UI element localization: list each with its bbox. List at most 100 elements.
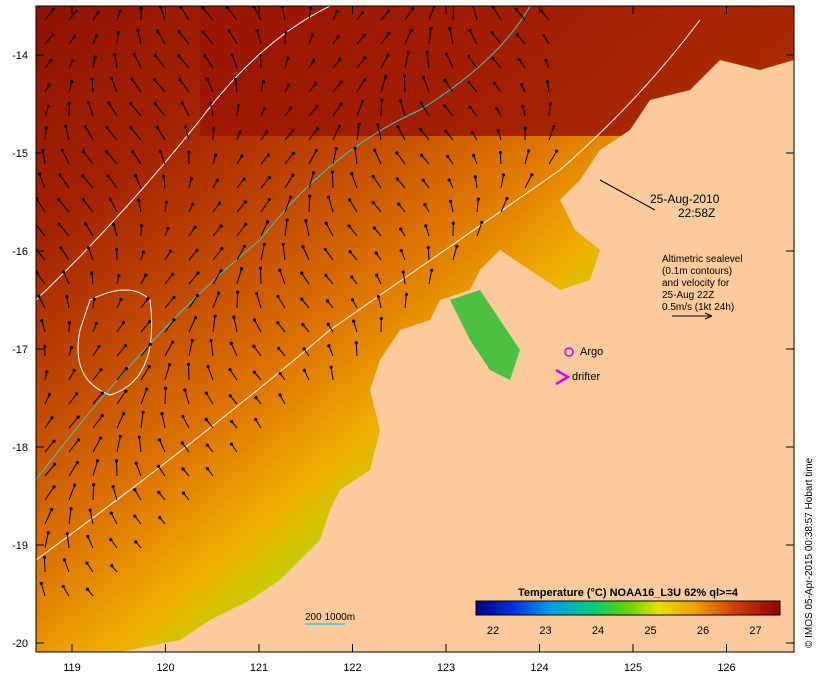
velocity-arrow-tip bbox=[338, 124, 341, 127]
velocity-arrow-tip bbox=[71, 59, 74, 62]
velocity-arrow-tip bbox=[58, 173, 61, 176]
velocity-arrow-tip bbox=[363, 78, 366, 81]
velocity-arrow-tip bbox=[137, 198, 140, 201]
velocity-arrow-tip bbox=[122, 321, 125, 324]
velocity-arrow-tip bbox=[237, 104, 240, 107]
velocity-arrow-tip bbox=[51, 33, 54, 36]
velocity-arrow-tip bbox=[172, 296, 175, 299]
velocity-arrow-tip bbox=[239, 130, 242, 133]
velocity-arrow-tip bbox=[47, 105, 50, 108]
velocity-arrow-tip bbox=[153, 78, 156, 81]
velocity-arrow-tip bbox=[472, 154, 475, 157]
latitude-tick-label: -15 bbox=[12, 148, 28, 160]
velocity-arrow-tip bbox=[230, 443, 233, 446]
velocity-arrow-tip bbox=[424, 224, 427, 227]
velocity-arrow-tip bbox=[156, 29, 159, 32]
velocity-arrow-tip bbox=[110, 564, 113, 567]
velocity-arrow-tip bbox=[407, 51, 410, 54]
velocity-arrow-tip bbox=[348, 198, 351, 201]
velocity-arrow-tip bbox=[244, 223, 247, 226]
velocity-arrow-tip bbox=[287, 83, 290, 86]
velocity-arrow bbox=[404, 76, 405, 92]
velocity-arrow-tip bbox=[387, 32, 390, 35]
velocity-arrow-tip bbox=[284, 30, 287, 33]
velocity-arrow-tip bbox=[61, 149, 64, 152]
velocity-arrow-tip bbox=[216, 179, 219, 182]
velocity-arrow-tip bbox=[277, 347, 280, 350]
velocity-arrow-tip bbox=[228, 29, 231, 32]
velocity-arrow-tip bbox=[285, 219, 288, 222]
velocity-arrow-tip bbox=[303, 369, 306, 372]
velocity-arrow-tip bbox=[201, 30, 204, 33]
velocity-arrow-tip bbox=[101, 391, 104, 394]
velocity-arrow-tip bbox=[119, 435, 122, 438]
velocity-arrow-tip bbox=[387, 10, 390, 13]
velocity-arrow-tip bbox=[90, 272, 93, 275]
credit-text: © IMOS 05-Apr-2015 00:38:57 Hobart time bbox=[804, 457, 815, 648]
velocity-arrow-tip bbox=[242, 177, 245, 180]
colorbar-tick-label: 26 bbox=[697, 625, 709, 637]
velocity-arrow-tip bbox=[230, 420, 233, 423]
velocity-arrow-tip bbox=[363, 34, 366, 37]
velocity-arrow-tip bbox=[70, 346, 73, 349]
velocity-arrow-tip bbox=[64, 125, 67, 128]
velocity-arrow-tip bbox=[373, 149, 376, 152]
velocity-arrow-tip bbox=[40, 319, 43, 322]
velocity-arrow-tip bbox=[209, 102, 212, 105]
longitude-tick-label: 124 bbox=[530, 662, 548, 674]
velocity-arrow-tip bbox=[168, 363, 171, 366]
velocity-arrow-tip bbox=[373, 226, 376, 229]
velocity-arrow-tip bbox=[148, 365, 151, 368]
velocity-arrow-tip bbox=[178, 78, 181, 81]
velocity-arrow-tip bbox=[85, 561, 88, 564]
velocity-arrow-tip bbox=[131, 150, 134, 153]
velocity-arrow-tip bbox=[530, 173, 533, 176]
velocity-arrow-tip bbox=[312, 171, 315, 174]
velocity-arrow-tip bbox=[361, 100, 364, 103]
velocity-arrow-tip bbox=[189, 177, 192, 180]
velocity-arrow-tip bbox=[309, 7, 312, 10]
velocity-arrow-tip bbox=[384, 75, 387, 78]
velocity-arrow-tip bbox=[117, 274, 120, 277]
velocity-arrow-tip bbox=[181, 441, 184, 444]
velocity-arrow-tip bbox=[395, 151, 398, 154]
velocity-arrow-tip bbox=[423, 203, 426, 206]
velocity-arrow-tip bbox=[99, 436, 102, 439]
velocity-arrow-tip bbox=[372, 201, 375, 204]
velocity-arrow bbox=[213, 129, 214, 140]
velocity-arrow-tip bbox=[134, 540, 137, 543]
velocity-arrow-tip bbox=[549, 102, 552, 105]
velocity-arrow-tip bbox=[228, 368, 231, 371]
velocity-arrow-tip bbox=[452, 222, 455, 225]
velocity-arrow-tip bbox=[292, 152, 295, 155]
velocity-arrow-tip bbox=[178, 30, 181, 33]
velocity-arrow-tip bbox=[122, 412, 125, 415]
velocity-arrow-tip bbox=[477, 197, 480, 200]
time-label: 22:58Z bbox=[678, 206, 715, 220]
velocity-arrow-tip bbox=[57, 198, 60, 201]
velocity-arrow-tip bbox=[187, 151, 190, 154]
velocity-arrow-tip bbox=[119, 298, 122, 301]
isobath-legend-label: 200 1000m bbox=[305, 612, 355, 623]
velocity-arrow-tip bbox=[234, 78, 237, 81]
velocity-arrow-tip bbox=[66, 532, 69, 535]
latitude-tick-label: -18 bbox=[12, 442, 28, 454]
velocity-arrow-tip bbox=[326, 299, 329, 302]
velocity-arrow-tip bbox=[220, 247, 223, 250]
velocity-arrow-tip bbox=[110, 77, 113, 80]
velocity-arrow-tip bbox=[324, 248, 327, 251]
velocity-arrow bbox=[188, 365, 189, 380]
velocity-arrow-tip bbox=[380, 98, 383, 101]
velocity-arrow-tip bbox=[419, 128, 422, 131]
velocity-arrow-tip bbox=[495, 107, 498, 110]
longitude-tick-label: 122 bbox=[343, 662, 361, 674]
velocity-arrow-tip bbox=[115, 459, 118, 462]
velocity-arrow-tip bbox=[445, 52, 448, 55]
velocity-arrow-tip bbox=[171, 273, 174, 276]
velocity-arrow-tip bbox=[540, 9, 543, 12]
velocity-arrow-tip bbox=[497, 129, 500, 132]
velocity-arrow-tip bbox=[410, 29, 413, 32]
velocity-arrow-tip bbox=[48, 393, 51, 396]
velocity-arrow-tip bbox=[252, 345, 255, 348]
velocity-arrow-tip bbox=[45, 370, 48, 373]
